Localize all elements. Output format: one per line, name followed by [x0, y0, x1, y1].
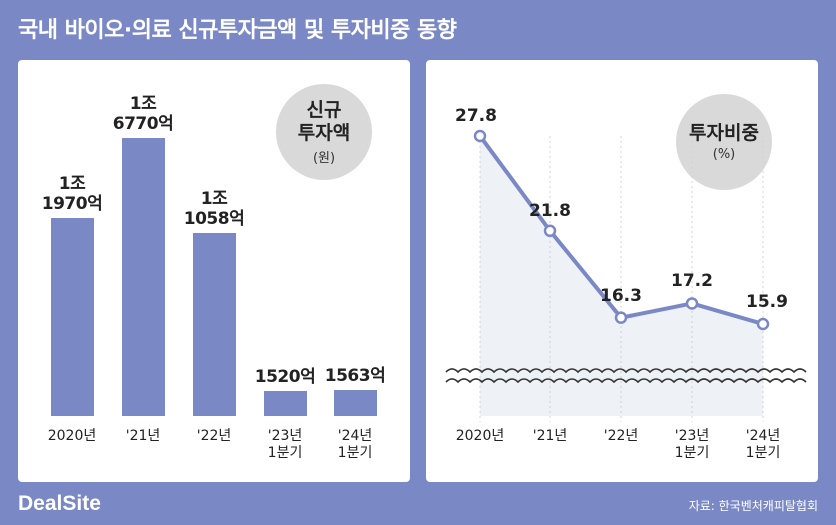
amount-badge-unit: (원)	[312, 150, 336, 166]
chart-title: 국내 바이오·의료 신규투자금액 및 투자비중 동향	[18, 18, 457, 43]
bar	[192, 232, 236, 416]
line-point	[756, 317, 770, 331]
bar-value-label: 1조 1970억	[41, 173, 103, 214]
bar-value-label: 1563억	[324, 366, 386, 387]
category-label: '21년	[532, 428, 568, 444]
line-point	[614, 311, 628, 324]
point-value-label: 16.3	[600, 285, 642, 306]
category-label: '24년 1분기	[337, 428, 373, 461]
dealsite-logo: DealSite	[18, 492, 101, 515]
source-note: 자료: 한국벤처캐피탈협회	[688, 499, 818, 513]
line-point	[473, 129, 487, 143]
line-point	[543, 224, 557, 238]
bar-value-label: 1520억	[254, 366, 316, 387]
bar	[121, 138, 165, 416]
category-label: '23년 1분기	[267, 428, 303, 461]
category-label: '22년	[196, 428, 232, 444]
line-chart	[445, 129, 807, 422]
category-label: 2020년	[47, 428, 97, 444]
bar	[50, 217, 94, 416]
point-value-label: 15.9	[746, 292, 788, 312]
bar-value-label: 1조 1058억	[183, 188, 245, 229]
investment-share-panel: 투자비중 (%) 27.8 2020년 21.8 '21년 16.3 '22년 17.2 '2…	[426, 60, 818, 482]
share-badge-title: 투자비중	[689, 122, 759, 144]
axis-break-wave	[445, 368, 807, 374]
point-value-label: 27.8	[455, 106, 497, 126]
point-value-label: 17.2	[671, 271, 713, 292]
bar	[263, 390, 307, 416]
amount-badge-title: 신규 투자액	[297, 98, 351, 144]
category-label: '24년 1분기	[745, 428, 781, 461]
point-value-label: 21.8	[529, 200, 571, 221]
category-label: '22년	[603, 428, 639, 444]
line-point	[685, 297, 699, 310]
share-badge-unit: (%)	[712, 147, 736, 162]
axis-break-wave	[445, 378, 807, 384]
category-label: 2020년	[455, 428, 505, 444]
category-label: '21년	[125, 428, 161, 444]
bar-value-label: 1조 6770억	[112, 94, 174, 134]
investment-amount-panel: 신규 투자액 (원) 1조 1970억 2020년 1조 6770억 '21년 1조 1…	[18, 60, 410, 482]
amount-unit-badge: 신규 투자액 (원)	[276, 84, 372, 180]
bar	[333, 390, 377, 416]
category-label: '23년 1분기	[674, 428, 710, 461]
